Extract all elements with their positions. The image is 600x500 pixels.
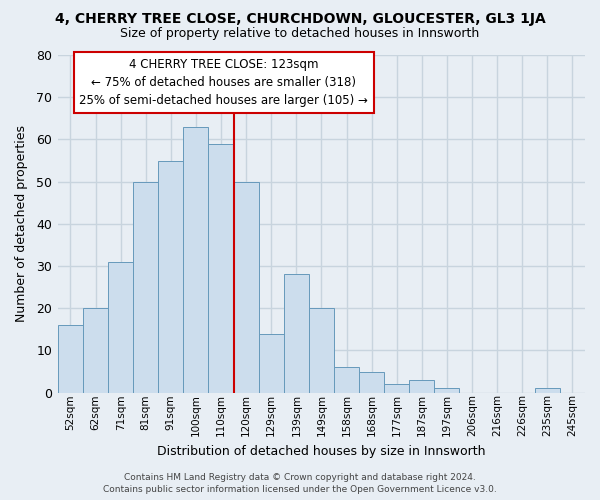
Text: Contains HM Land Registry data © Crown copyright and database right 2024.
Contai: Contains HM Land Registry data © Crown c… <box>103 473 497 494</box>
Text: Size of property relative to detached houses in Innsworth: Size of property relative to detached ho… <box>121 28 479 40</box>
Y-axis label: Number of detached properties: Number of detached properties <box>15 126 28 322</box>
Bar <box>284 274 309 392</box>
Bar <box>409 380 434 392</box>
Bar <box>384 384 409 392</box>
Text: 4, CHERRY TREE CLOSE, CHURCHDOWN, GLOUCESTER, GL3 1JA: 4, CHERRY TREE CLOSE, CHURCHDOWN, GLOUCE… <box>55 12 545 26</box>
Bar <box>535 388 560 392</box>
Bar <box>334 368 359 392</box>
Bar <box>58 325 83 392</box>
Bar <box>133 182 158 392</box>
Bar <box>158 160 184 392</box>
Bar <box>259 334 284 392</box>
Bar <box>309 308 334 392</box>
Bar <box>83 308 108 392</box>
Bar <box>184 127 208 392</box>
Bar <box>359 372 384 392</box>
X-axis label: Distribution of detached houses by size in Innsworth: Distribution of detached houses by size … <box>157 444 485 458</box>
Text: 4 CHERRY TREE CLOSE: 123sqm
← 75% of detached houses are smaller (318)
25% of se: 4 CHERRY TREE CLOSE: 123sqm ← 75% of det… <box>79 58 368 108</box>
Bar <box>233 182 259 392</box>
Bar <box>108 262 133 392</box>
Bar <box>208 144 233 392</box>
Bar <box>434 388 460 392</box>
